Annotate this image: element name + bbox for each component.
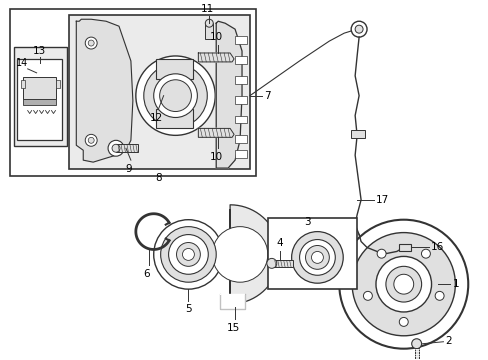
Circle shape (434, 291, 443, 300)
Circle shape (354, 25, 362, 33)
Circle shape (182, 248, 194, 260)
Circle shape (161, 227, 216, 282)
Circle shape (160, 80, 191, 112)
Bar (69, 15, 249, 169)
Circle shape (212, 227, 267, 282)
Circle shape (266, 258, 276, 268)
Circle shape (205, 19, 213, 27)
Circle shape (108, 140, 123, 156)
Bar (350, 130, 365, 138)
Circle shape (411, 339, 421, 349)
Circle shape (88, 137, 94, 143)
Bar (398, 243, 410, 251)
Circle shape (168, 235, 208, 274)
Text: 6: 6 (143, 269, 150, 279)
Bar (272, 260, 292, 267)
Text: 8: 8 (155, 173, 162, 183)
Circle shape (112, 144, 120, 152)
Circle shape (305, 246, 328, 269)
Circle shape (339, 220, 468, 349)
Circle shape (299, 239, 335, 275)
Bar (17, 59, 62, 140)
Bar (56, 80, 61, 88)
Polygon shape (230, 205, 279, 304)
Bar (235, 96, 246, 104)
Bar (235, 76, 246, 84)
Bar (10, 9, 255, 176)
Text: 13: 13 (33, 46, 46, 56)
Bar (235, 116, 246, 123)
Circle shape (85, 134, 97, 146)
Bar (116, 144, 138, 152)
Text: 11: 11 (200, 4, 213, 14)
Bar (205, 23, 213, 39)
Circle shape (385, 266, 421, 302)
Circle shape (85, 37, 97, 49)
Bar (235, 36, 246, 44)
Bar (22, 99, 56, 105)
Polygon shape (198, 129, 234, 137)
Bar (235, 56, 246, 64)
Text: 9: 9 (125, 164, 132, 174)
Polygon shape (216, 21, 242, 168)
Text: 4: 4 (276, 238, 283, 248)
Bar (267, 218, 356, 289)
Bar (235, 150, 246, 158)
Circle shape (350, 21, 366, 37)
Text: 1: 1 (451, 279, 458, 289)
Text: 16: 16 (429, 243, 443, 252)
Text: 12: 12 (150, 113, 163, 122)
Circle shape (421, 249, 429, 258)
Bar (20, 80, 25, 88)
Bar (235, 135, 246, 143)
Bar (14, 47, 67, 146)
Text: 10: 10 (209, 32, 223, 42)
Circle shape (311, 251, 323, 264)
Circle shape (399, 318, 407, 327)
Bar (414, 348, 418, 360)
Circle shape (375, 256, 431, 312)
Text: 14: 14 (16, 58, 28, 68)
Bar (155, 109, 193, 129)
Circle shape (153, 220, 223, 289)
Circle shape (363, 291, 371, 300)
Polygon shape (76, 19, 133, 162)
Text: 17: 17 (375, 195, 388, 205)
Text: 10: 10 (209, 152, 223, 162)
Circle shape (88, 40, 94, 46)
Text: 5: 5 (185, 304, 191, 314)
Polygon shape (198, 53, 234, 62)
Circle shape (136, 56, 215, 135)
Bar (22, 77, 56, 99)
Circle shape (376, 249, 385, 258)
Circle shape (291, 231, 343, 283)
Circle shape (393, 274, 413, 294)
Circle shape (143, 64, 207, 127)
Text: 3: 3 (304, 217, 310, 227)
Text: 2: 2 (445, 336, 451, 346)
Bar (155, 59, 193, 79)
Circle shape (153, 74, 197, 117)
Circle shape (176, 243, 200, 266)
Text: 7: 7 (264, 91, 270, 101)
Circle shape (351, 233, 454, 336)
Polygon shape (220, 294, 244, 309)
Text: 15: 15 (226, 323, 239, 333)
